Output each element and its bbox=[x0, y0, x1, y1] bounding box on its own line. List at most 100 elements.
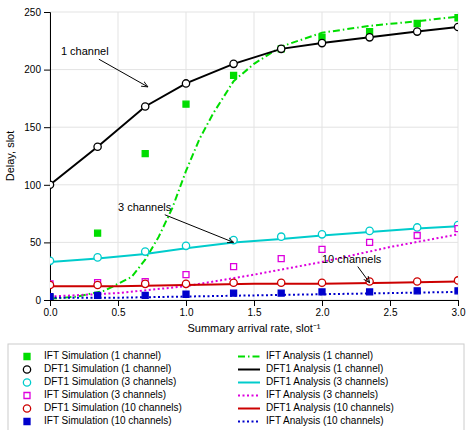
legend-item: IFT Analysis (10 channels) bbox=[238, 415, 384, 426]
series-point bbox=[367, 239, 373, 245]
legend-label: DFT1 Analysis (1 channel) bbox=[266, 363, 383, 374]
series-point bbox=[94, 254, 101, 261]
grid-line-x bbox=[254, 12, 255, 300]
x-tick: 1.5 bbox=[248, 300, 262, 318]
legend-swatch bbox=[24, 393, 30, 399]
series-point bbox=[414, 28, 421, 35]
series-point bbox=[182, 80, 189, 87]
x-tick-mark bbox=[322, 300, 323, 306]
series-line bbox=[50, 226, 458, 262]
y-tick: 0 bbox=[35, 295, 50, 306]
y-tick: 200 bbox=[24, 64, 50, 75]
legend-label: IFT Analysis (3 channels) bbox=[266, 389, 378, 400]
series-line bbox=[50, 17, 458, 299]
grid-line-y bbox=[50, 69, 458, 70]
annotations: 1 channel3 channels10 channels bbox=[61, 45, 382, 282]
series-point bbox=[278, 290, 284, 296]
legend-label: DFT1 Simulation (10 channels) bbox=[44, 402, 182, 413]
series-point bbox=[142, 248, 149, 255]
legend-item: DFT1 Simulation (1 channel) bbox=[23, 363, 171, 374]
series-line bbox=[50, 27, 458, 185]
series-point bbox=[231, 264, 237, 270]
marks bbox=[50, 15, 458, 300]
series-point bbox=[94, 281, 101, 288]
legend-item: DFT1 Analysis (10 channels) bbox=[238, 402, 394, 413]
series-point bbox=[231, 290, 237, 296]
x-axis-title: Summary arrival rate, slot⁻¹ bbox=[188, 322, 321, 334]
x-tick-label: 2.5 bbox=[384, 307, 398, 318]
series-point bbox=[278, 233, 285, 240]
series-point bbox=[142, 103, 149, 110]
series-point bbox=[182, 242, 189, 249]
series-point bbox=[319, 246, 325, 252]
grid bbox=[50, 12, 458, 300]
series-point bbox=[142, 280, 149, 287]
series-line bbox=[50, 234, 458, 296]
series-point bbox=[455, 226, 458, 232]
points bbox=[50, 15, 458, 300]
x-tick-mark bbox=[254, 300, 255, 306]
series-point bbox=[95, 230, 101, 236]
series-point bbox=[278, 45, 285, 52]
x-tick: 0.5 bbox=[112, 300, 126, 318]
series-point bbox=[366, 34, 373, 41]
x-tick-label: 0.0 bbox=[44, 307, 58, 318]
legend-swatch bbox=[24, 354, 30, 360]
legend-item: DFT1 Analysis (1 channel) bbox=[238, 363, 383, 374]
x-tick: 0.0 bbox=[44, 300, 58, 318]
series-point bbox=[455, 15, 458, 21]
y-axis-line bbox=[44, 13, 51, 301]
chart: 0.00.51.01.52.02.53.0050100150200250Summ… bbox=[0, 0, 474, 430]
y-axis: 050100150200250 bbox=[24, 7, 50, 306]
y-tick-label: 250 bbox=[24, 7, 41, 18]
legend-swatch bbox=[23, 405, 30, 412]
legend-label: IFT Simulation (3 channels) bbox=[44, 389, 166, 400]
series-point bbox=[183, 291, 189, 297]
y-tick: 50 bbox=[30, 237, 50, 248]
x-tick-label: 0.5 bbox=[112, 307, 126, 318]
annotation-arrow bbox=[358, 267, 370, 283]
series-point bbox=[95, 292, 101, 298]
x-tick-mark bbox=[186, 300, 187, 306]
legend-swatch bbox=[24, 419, 30, 425]
x-tick-mark bbox=[458, 300, 459, 306]
series-point bbox=[278, 256, 284, 262]
y-tick-mark bbox=[44, 70, 50, 71]
legend-item: DFT1 Simulation (3 channels) bbox=[23, 376, 176, 387]
legend-swatch bbox=[23, 379, 30, 386]
annotation-arrow bbox=[99, 59, 148, 87]
annotation-text: 10 channels bbox=[322, 253, 382, 265]
legend-item: IFT Analysis (3 channels) bbox=[238, 389, 378, 400]
x-tick-mark bbox=[390, 300, 391, 306]
grid-line-x bbox=[458, 12, 459, 300]
grid-line-x bbox=[390, 12, 391, 300]
legend-swatch bbox=[238, 356, 260, 358]
series-line bbox=[50, 292, 458, 298]
legend-item: IFT Simulation (1 channel) bbox=[24, 350, 161, 361]
series-point bbox=[50, 181, 54, 188]
annotation-text: 3 channels bbox=[118, 201, 172, 213]
series-point bbox=[318, 231, 325, 238]
series-point bbox=[278, 46, 284, 52]
y-tick-mark bbox=[44, 127, 50, 128]
series-point bbox=[231, 72, 237, 78]
y-tick-label: 200 bbox=[24, 64, 41, 75]
series-point bbox=[366, 227, 373, 234]
legend-label: DFT1 Analysis (10 channels) bbox=[266, 402, 394, 413]
legend-frame bbox=[8, 344, 464, 430]
legend-label: IFT Simulation (1 channel) bbox=[44, 350, 161, 361]
y-tick: 100 bbox=[24, 180, 50, 191]
x-tick: 3.0 bbox=[452, 300, 466, 318]
legend-swatch bbox=[238, 369, 260, 371]
series-point bbox=[454, 277, 458, 284]
series-point bbox=[414, 232, 420, 238]
grid-line-y bbox=[50, 12, 458, 13]
legend-swatch bbox=[238, 408, 260, 410]
legend-label: DFT1 Simulation (1 channel) bbox=[44, 363, 171, 374]
series-point bbox=[455, 288, 458, 294]
series-line bbox=[50, 282, 458, 287]
x-tick: 2.0 bbox=[316, 300, 330, 318]
series-point bbox=[94, 143, 101, 150]
legend-label: DFT1 Simulation (3 channels) bbox=[44, 376, 176, 387]
legend-swatch bbox=[238, 382, 260, 384]
